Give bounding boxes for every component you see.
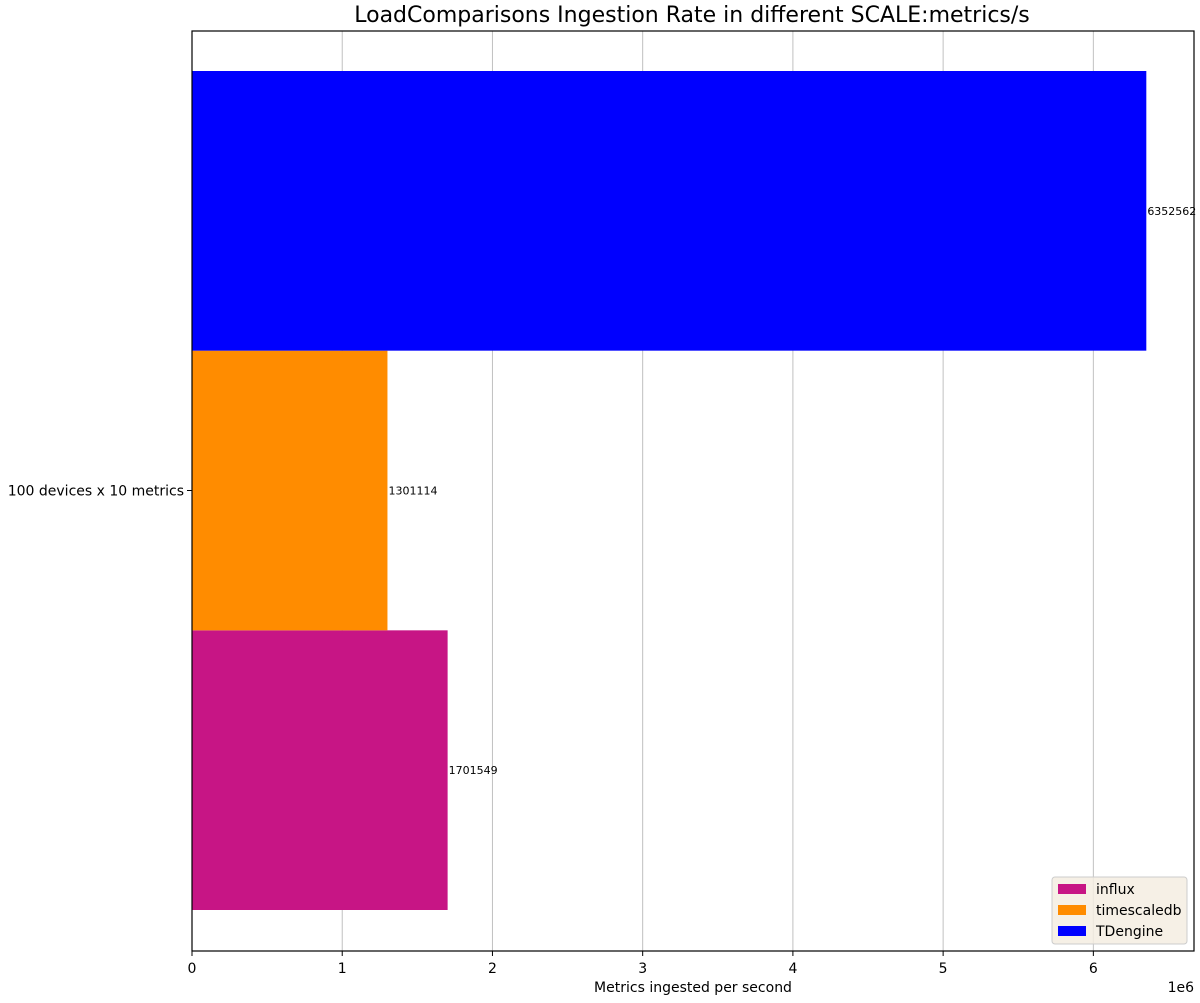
- x-tick-label-4: 4: [788, 961, 797, 977]
- x-tick-label-1: 1: [338, 961, 347, 977]
- legend: influx timescaledb TDengine: [1051, 876, 1188, 945]
- bar-value-labels: 1701549 1301114 6352562: [388, 205, 1196, 777]
- x-tick-label-3: 3: [638, 961, 647, 977]
- y-axis-ticks: 100 devices x 10 metrics: [8, 484, 192, 500]
- legend-items: influx timescaledb TDengine: [1058, 882, 1182, 940]
- x-axis-label: Metrics ingested per second: [594, 980, 792, 996]
- bar-influx: [192, 630, 448, 910]
- bar-timescaledb: [192, 350, 388, 631]
- x-tick-label-2: 2: [488, 961, 497, 977]
- bars: [192, 71, 1147, 910]
- legend-swatch-TDengine: [1058, 926, 1086, 936]
- legend-label-TDengine: TDengine: [1095, 924, 1163, 940]
- x-tick-label-6: 6: [1089, 961, 1098, 977]
- bar-label-influx: 1701549: [449, 764, 498, 777]
- y-tick-label: 100 devices x 10 metrics: [8, 484, 184, 500]
- x-tick-label-5: 5: [939, 961, 948, 977]
- x-axis-offset-text: 1e6: [1168, 980, 1195, 996]
- x-tick-label-0: 0: [188, 961, 197, 977]
- legend-swatch-timescaledb: [1058, 905, 1086, 915]
- bar-label-timescaledb: 1301114: [388, 485, 437, 498]
- legend-swatch-influx: [1058, 884, 1086, 894]
- legend-label-influx: influx: [1096, 882, 1135, 898]
- x-axis-ticks: 0 1 2 3 4 5 6: [188, 951, 1098, 977]
- bar-TDengine: [192, 71, 1147, 351]
- bar-label-TDengine: 6352562: [1147, 205, 1196, 218]
- legend-label-timescaledb: timescaledb: [1096, 903, 1182, 919]
- chart-title: LoadComparisons Ingestion Rate in differ…: [354, 3, 1030, 28]
